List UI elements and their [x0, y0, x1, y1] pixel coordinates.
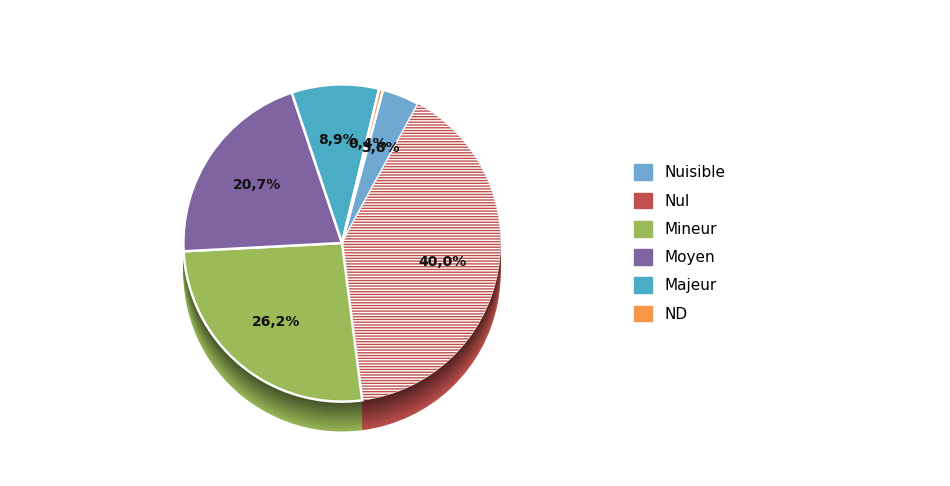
Wedge shape	[292, 111, 379, 270]
Wedge shape	[342, 101, 383, 255]
Wedge shape	[342, 116, 501, 412]
Wedge shape	[292, 99, 379, 258]
Wedge shape	[342, 107, 501, 403]
Wedge shape	[342, 98, 383, 252]
Wedge shape	[342, 117, 418, 270]
Wedge shape	[342, 104, 501, 400]
Wedge shape	[292, 108, 379, 267]
Wedge shape	[183, 117, 342, 275]
Wedge shape	[292, 114, 379, 273]
Wedge shape	[183, 273, 362, 432]
Text: 20,7%: 20,7%	[233, 178, 281, 192]
Wedge shape	[342, 110, 383, 264]
Text: 3,8%: 3,8%	[361, 141, 400, 155]
Wedge shape	[342, 99, 418, 252]
Wedge shape	[183, 107, 342, 266]
Wedge shape	[292, 90, 379, 249]
Wedge shape	[183, 113, 342, 272]
Wedge shape	[183, 270, 362, 429]
Wedge shape	[342, 89, 383, 243]
Wedge shape	[183, 110, 342, 269]
Text: 26,2%: 26,2%	[252, 315, 300, 329]
Wedge shape	[183, 264, 362, 422]
Wedge shape	[342, 90, 418, 243]
Wedge shape	[342, 120, 418, 273]
Text: 8,9%: 8,9%	[318, 134, 357, 147]
Wedge shape	[183, 255, 362, 414]
Wedge shape	[342, 113, 383, 267]
Wedge shape	[183, 120, 342, 278]
Wedge shape	[342, 111, 418, 264]
Wedge shape	[183, 96, 342, 254]
Wedge shape	[342, 119, 383, 273]
Wedge shape	[183, 102, 342, 260]
Wedge shape	[342, 114, 418, 267]
Wedge shape	[183, 104, 342, 263]
Wedge shape	[342, 125, 501, 421]
Wedge shape	[342, 128, 501, 424]
Wedge shape	[183, 99, 342, 257]
Wedge shape	[342, 104, 383, 258]
Wedge shape	[342, 104, 418, 258]
Wedge shape	[342, 102, 418, 255]
Wedge shape	[183, 92, 342, 251]
Wedge shape	[342, 113, 501, 409]
Wedge shape	[342, 108, 418, 261]
Wedge shape	[342, 134, 501, 430]
Wedge shape	[292, 93, 379, 252]
Wedge shape	[342, 96, 418, 249]
Wedge shape	[183, 243, 362, 401]
Wedge shape	[292, 105, 379, 264]
Wedge shape	[183, 122, 342, 281]
Wedge shape	[183, 249, 362, 408]
Wedge shape	[292, 102, 379, 261]
Wedge shape	[183, 261, 362, 419]
Wedge shape	[342, 116, 383, 270]
Wedge shape	[342, 122, 501, 418]
Text: 0,4%: 0,4%	[348, 137, 387, 151]
Wedge shape	[342, 92, 383, 246]
Wedge shape	[342, 119, 501, 415]
Wedge shape	[292, 96, 379, 255]
Wedge shape	[183, 267, 362, 426]
Wedge shape	[292, 87, 379, 246]
Wedge shape	[342, 93, 418, 246]
Wedge shape	[292, 85, 379, 243]
Wedge shape	[342, 131, 501, 427]
Wedge shape	[342, 95, 383, 249]
Wedge shape	[183, 252, 362, 411]
Wedge shape	[183, 246, 362, 405]
Wedge shape	[183, 258, 362, 417]
Wedge shape	[342, 107, 383, 261]
Text: 40,0%: 40,0%	[419, 255, 467, 269]
Legend: Nuisible, Nul, Mineur, Moyen, Majeur, ND: Nuisible, Nul, Mineur, Moyen, Majeur, ND	[630, 160, 731, 326]
Wedge shape	[342, 110, 501, 406]
